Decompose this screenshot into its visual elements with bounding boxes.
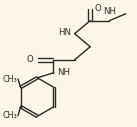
Text: O: O — [95, 4, 102, 13]
Text: CH₃: CH₃ — [2, 111, 17, 120]
Text: NH: NH — [57, 68, 70, 77]
Text: CH₃: CH₃ — [2, 75, 17, 84]
Text: HN: HN — [58, 28, 72, 37]
Text: O: O — [27, 55, 34, 64]
Text: NH: NH — [104, 7, 117, 16]
